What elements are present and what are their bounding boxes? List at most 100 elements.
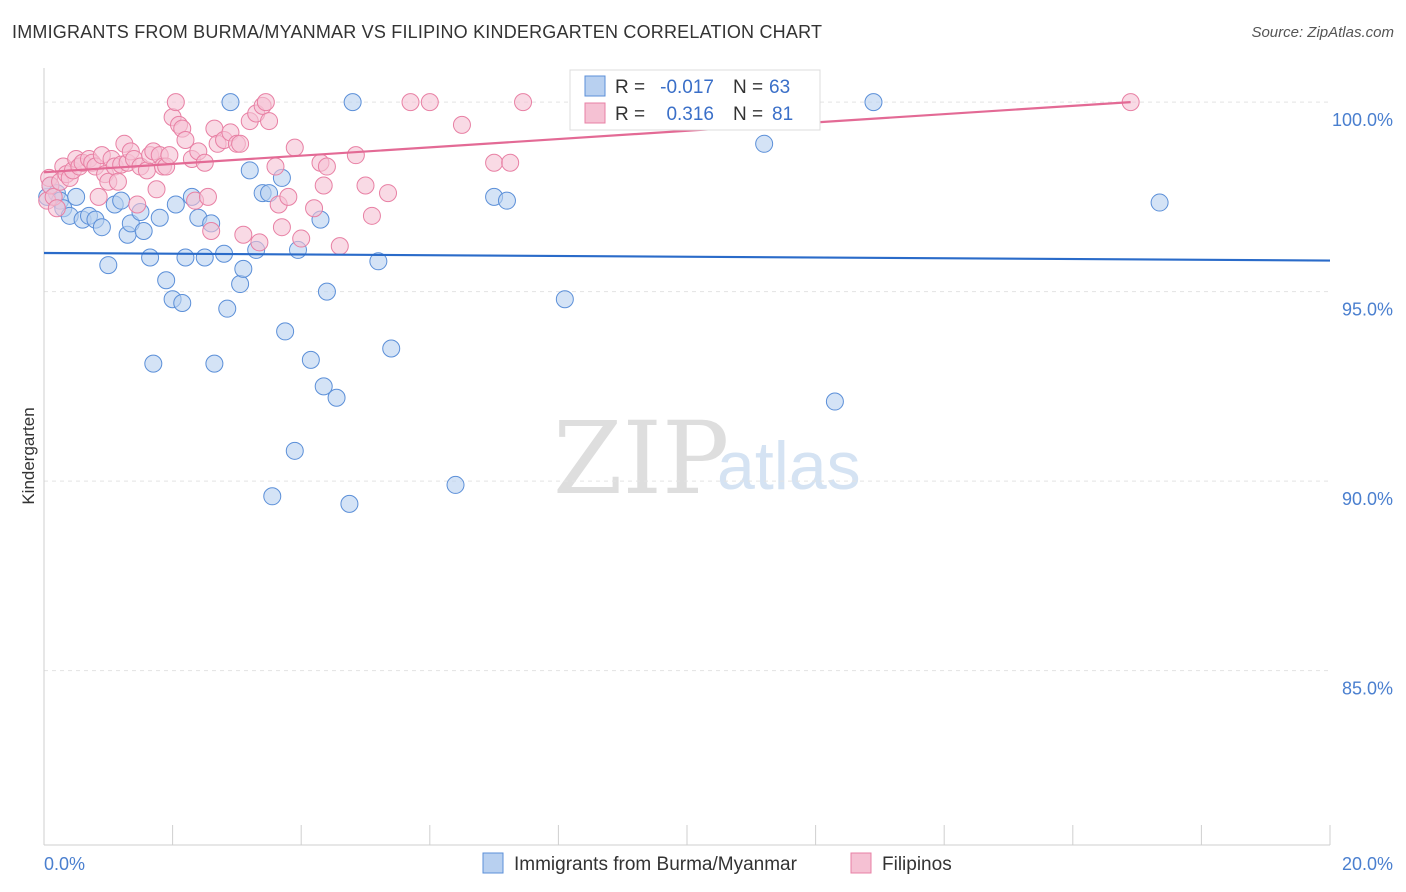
chart-source: Source: ZipAtlas.com xyxy=(1251,24,1394,41)
watermark-atlas: atlas xyxy=(717,428,861,504)
filipinos-point xyxy=(401,93,420,112)
stats-r-label-pink: R = xyxy=(615,104,645,125)
filipinos-point xyxy=(198,187,217,206)
burma-point xyxy=(221,93,240,112)
filipinos-point xyxy=(202,221,221,240)
filipinos-point xyxy=(272,218,291,237)
series-filipinos-points xyxy=(38,93,1140,256)
stats-n-value-blue: 63 xyxy=(769,77,790,98)
burma-point xyxy=(67,187,86,206)
burma-point xyxy=(1150,193,1169,212)
gridlines xyxy=(44,101,1330,672)
filipinos-point xyxy=(379,184,398,203)
burma-point xyxy=(276,322,295,341)
trend-line-burma xyxy=(43,251,1331,262)
burma-point xyxy=(234,259,253,278)
trend-line-filipinos xyxy=(43,101,1131,174)
filipinos-point xyxy=(160,146,179,165)
filipinos-point xyxy=(314,176,333,195)
burma-point xyxy=(176,248,195,267)
bottom-legend: Immigrants from Burma/Myanmar Filipinos xyxy=(482,852,952,875)
burma-point xyxy=(112,191,131,210)
burma-point xyxy=(99,256,118,275)
legend-swatch-burma xyxy=(482,852,504,874)
burma-point xyxy=(755,134,774,153)
filipinos-point xyxy=(292,229,311,248)
stats-box-frame xyxy=(569,69,821,131)
filipinos-point xyxy=(362,206,381,225)
legend-label-burma: Immigrants from Burma/Myanmar xyxy=(514,854,798,875)
burma-point xyxy=(173,293,192,312)
stats-r-value-blue: -0.017 xyxy=(660,77,714,98)
filipinos-point xyxy=(250,233,269,252)
burma-point xyxy=(218,299,237,318)
y-tick-label: 100.0% xyxy=(1332,110,1393,130)
burma-point xyxy=(340,494,359,513)
filipinos-point xyxy=(89,187,108,206)
filipinos-point xyxy=(234,225,253,244)
y-tick-label: 85.0% xyxy=(1342,679,1393,699)
stats-r-label-blue: R = xyxy=(615,77,645,98)
stats-swatch-blue xyxy=(584,75,606,97)
x-tick-label-min: 0.0% xyxy=(44,854,85,874)
burma-point xyxy=(231,275,250,294)
stats-legend-box: R = -0.017 N = 63 R = 0.316 N = 81 xyxy=(569,69,821,131)
filipinos-point xyxy=(420,93,439,112)
filipinos-point xyxy=(346,146,365,165)
y-axis-label: Kindergarten xyxy=(19,407,38,504)
filipinos-point xyxy=(279,187,298,206)
stats-n-value-pink: 81 xyxy=(772,104,793,125)
filipinos-point xyxy=(128,195,147,214)
burma-point xyxy=(317,282,336,301)
y-tick-labels: 100.0% 95.0% 90.0% 85.0% xyxy=(1332,110,1393,699)
y-tick-label: 90.0% xyxy=(1342,489,1393,509)
filipinos-point xyxy=(317,157,336,176)
filipinos-point xyxy=(166,93,185,112)
filipinos-point xyxy=(108,172,127,191)
burma-point xyxy=(157,271,176,290)
filipinos-point xyxy=(285,138,304,157)
burma-point xyxy=(864,93,883,112)
filipinos-point xyxy=(147,180,166,199)
x-tick-marks xyxy=(172,825,1331,845)
burma-point xyxy=(166,195,185,214)
filipinos-point xyxy=(485,153,504,172)
stats-n-label-blue: N = xyxy=(733,77,763,98)
y-tick-label: 95.0% xyxy=(1342,300,1393,320)
burma-point xyxy=(285,441,304,460)
filipinos-point xyxy=(514,93,533,112)
burma-point xyxy=(555,290,574,309)
legend-label-filipinos: Filipinos xyxy=(882,854,952,875)
burma-point xyxy=(134,221,153,240)
filipinos-point xyxy=(176,131,195,150)
filipinos-point xyxy=(256,93,275,112)
filipinos-point xyxy=(501,153,520,172)
filipinos-point xyxy=(260,112,279,131)
filipinos-point xyxy=(47,199,66,218)
filipinos-point xyxy=(356,176,375,195)
filipinos-point xyxy=(452,115,471,134)
burma-point xyxy=(301,350,320,369)
burma-point xyxy=(343,93,362,112)
burma-point xyxy=(369,252,388,271)
burma-point xyxy=(446,475,465,494)
burma-point xyxy=(141,248,160,267)
chart-title: IMMIGRANTS FROM BURMA/MYANMAR VS FILIPIN… xyxy=(12,22,823,42)
burma-point xyxy=(497,191,516,210)
burma-point xyxy=(314,377,333,396)
filipinos-point xyxy=(231,134,250,153)
stats-swatch-pink xyxy=(584,102,606,124)
filipinos-point xyxy=(305,199,324,218)
burma-point xyxy=(144,354,163,373)
watermark-zip: ZIP xyxy=(553,400,729,517)
trend-lines xyxy=(43,101,1331,262)
filipinos-point xyxy=(266,157,285,176)
burma-point xyxy=(150,208,169,227)
burma-point xyxy=(382,339,401,358)
burma-point xyxy=(240,161,259,180)
burma-point xyxy=(825,392,844,411)
burma-point xyxy=(205,354,224,373)
filipinos-point xyxy=(330,237,349,256)
burma-point xyxy=(92,218,111,237)
